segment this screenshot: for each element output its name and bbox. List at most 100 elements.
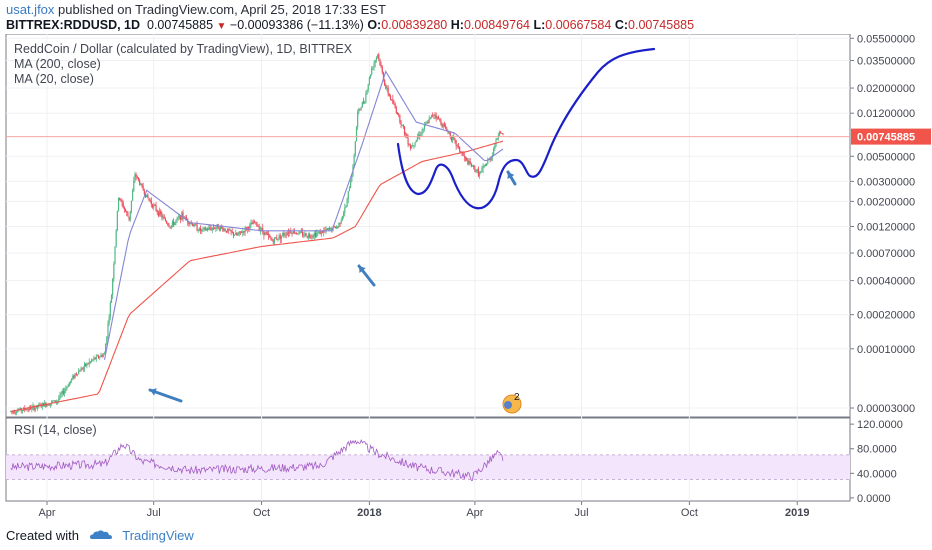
candle-body	[146, 194, 148, 198]
candle-body	[323, 230, 325, 233]
rsi-tick-label: 40.0000	[857, 468, 897, 480]
candle-body	[201, 229, 203, 232]
candle-body	[392, 99, 394, 104]
price-tick-label: 0.00040000	[857, 276, 915, 288]
candle-body	[116, 210, 118, 231]
candle-body	[236, 232, 238, 236]
candle-body	[387, 87, 389, 95]
candle-body	[49, 403, 52, 406]
candle-body	[207, 228, 209, 230]
candle-body	[500, 131, 502, 134]
tradingview-logo-text[interactable]: TradingView	[122, 528, 194, 543]
candle-body	[56, 400, 59, 402]
candle-body	[305, 233, 307, 237]
candle-body	[221, 225, 223, 228]
candle-body	[248, 227, 250, 229]
candle-body	[325, 228, 327, 231]
candle-body	[96, 355, 99, 357]
candle-body	[51, 401, 53, 404]
candle-body	[209, 227, 211, 229]
candle-body	[144, 193, 147, 198]
candle-body	[362, 101, 365, 103]
candle-body	[120, 199, 122, 201]
time-tick-label: 2018	[357, 507, 381, 519]
candle-body	[64, 390, 66, 394]
candle-body	[364, 102, 366, 104]
candle-body	[480, 171, 482, 173]
candle-body	[298, 231, 300, 234]
candle-body	[114, 246, 116, 264]
candle-body	[316, 233, 318, 237]
candle-body	[160, 210, 162, 215]
candle-body	[137, 177, 140, 181]
candle-body	[464, 156, 467, 159]
candle-body	[109, 303, 111, 317]
candle-body	[86, 363, 88, 366]
candle-body	[413, 145, 415, 146]
candle-body	[271, 239, 273, 241]
candle-body	[436, 116, 438, 119]
candle-body	[135, 174, 137, 177]
candle-body	[358, 108, 360, 113]
candle-body	[95, 356, 97, 360]
candle-body	[72, 375, 74, 379]
candle-body	[149, 199, 151, 202]
candle-body	[474, 167, 476, 172]
created-with-label: Created with	[6, 528, 79, 543]
candle-body	[449, 132, 451, 138]
rsi-line	[10, 439, 504, 481]
candle-body	[148, 197, 150, 200]
candle-body	[12, 411, 14, 413]
ma20-legend: MA (20, close)	[14, 72, 94, 86]
candle-body	[262, 228, 264, 232]
candle-body	[194, 224, 196, 227]
candle-body	[437, 116, 440, 120]
candle-body	[100, 355, 102, 357]
candle-body	[301, 231, 304, 236]
candle-body	[455, 140, 457, 146]
high-label: H:	[450, 18, 464, 32]
candle-body	[373, 62, 375, 68]
price-chart-svg[interactable]: 0.00745885 2 0.05500000 0.03500000 0.020000…	[0, 33, 932, 520]
low-label: L:	[533, 18, 546, 32]
price-tick-label: 0.00300000	[857, 176, 915, 188]
candle-body	[219, 225, 222, 231]
candle-body	[297, 233, 299, 235]
candle-body	[52, 401, 54, 402]
candle-body	[283, 233, 285, 236]
publish-line: usat.jfox published on TradingView.com, …	[6, 2, 386, 17]
candle-body	[85, 363, 87, 366]
event-badge-count: 2	[514, 392, 520, 403]
candle-body	[106, 336, 108, 345]
candle-body	[372, 67, 374, 69]
arrow-pointer-head	[150, 388, 157, 396]
author-link[interactable]: usat.jfox	[6, 2, 55, 17]
candle-body	[202, 228, 204, 230]
candle-body	[470, 164, 472, 167]
candle-body	[394, 104, 396, 109]
high-value: 0.00849764	[463, 18, 530, 32]
grid	[5, 33, 851, 502]
candle-body	[285, 234, 287, 236]
candle-body	[48, 405, 50, 407]
candle-body	[185, 217, 188, 220]
candle-body	[303, 235, 305, 237]
candle-body	[357, 112, 359, 128]
candle-body	[423, 124, 426, 130]
rsi-tick-label: 80.0000	[857, 444, 897, 456]
candle-body	[419, 134, 421, 136]
candle-body	[439, 119, 441, 121]
candle-body	[502, 133, 504, 135]
candle-body	[211, 227, 213, 230]
candle-body	[140, 183, 142, 185]
candle-body	[68, 382, 70, 387]
candle-body	[278, 235, 280, 239]
candle-body	[416, 137, 419, 140]
candle-body	[229, 229, 231, 231]
candle-body	[47, 404, 49, 406]
chart-area[interactable]: 0.00745885 2 0.05500000 0.03500000 0.020000…	[0, 33, 932, 520]
last-price: 0.00745885	[147, 18, 214, 32]
candle-body	[108, 316, 110, 324]
candle-body	[74, 373, 76, 378]
candle-body	[30, 407, 32, 410]
